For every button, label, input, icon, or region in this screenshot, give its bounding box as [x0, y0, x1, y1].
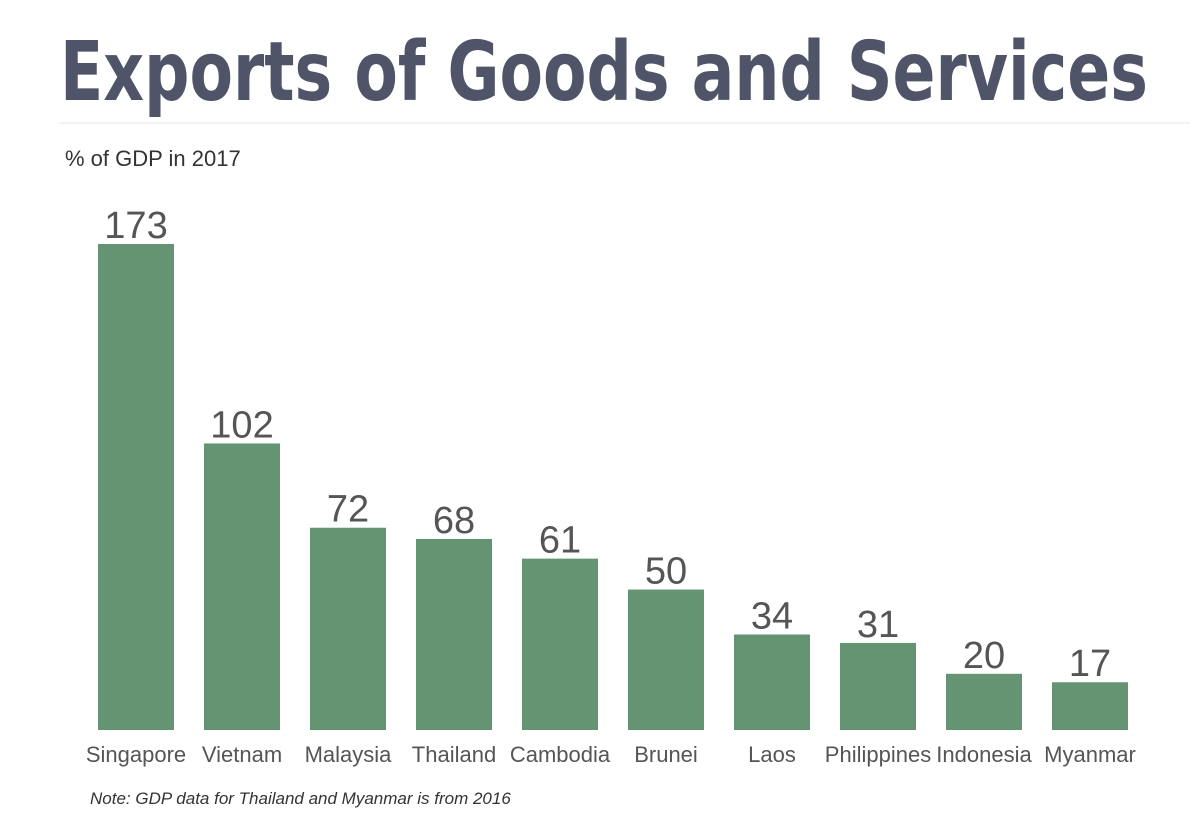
x-tick-label: Indonesia: [936, 742, 1032, 767]
bar: [522, 558, 598, 730]
value-label: 50: [645, 551, 687, 593]
bar: [946, 673, 1022, 730]
bar: [310, 527, 386, 730]
value-label: 20: [963, 635, 1005, 677]
subtitle: % of GDP in 2017: [65, 146, 241, 171]
bar: [416, 538, 492, 730]
bar: [840, 642, 916, 730]
value-label: 68: [433, 500, 475, 542]
bar: [1052, 682, 1128, 730]
bar: [204, 443, 280, 730]
value-label: 61: [539, 520, 581, 562]
x-tick-label: Malaysia: [305, 742, 393, 767]
value-label: 173: [104, 205, 167, 247]
value-label: 17: [1069, 643, 1111, 685]
x-tick-label: Cambodia: [510, 742, 611, 767]
x-tick-label: Philippines: [825, 742, 931, 767]
value-label: 34: [751, 595, 793, 637]
x-tick-label: Vietnam: [202, 742, 282, 767]
bar: [98, 244, 174, 730]
value-label: 102: [210, 404, 273, 446]
bar: [628, 589, 704, 730]
chart-title: Exports of Goods and Services: [60, 25, 1148, 120]
bar: [734, 634, 810, 730]
x-tick-label: Brunei: [634, 742, 698, 767]
x-tick-label: Laos: [748, 742, 796, 767]
x-tick-label: Thailand: [412, 742, 496, 767]
value-label: 31: [857, 604, 899, 646]
x-tick-label: Myanmar: [1044, 742, 1136, 767]
value-label: 72: [327, 489, 369, 531]
note: Note: GDP data for Thailand and Myanmar …: [90, 789, 511, 808]
x-tick-label: Singapore: [86, 742, 186, 767]
